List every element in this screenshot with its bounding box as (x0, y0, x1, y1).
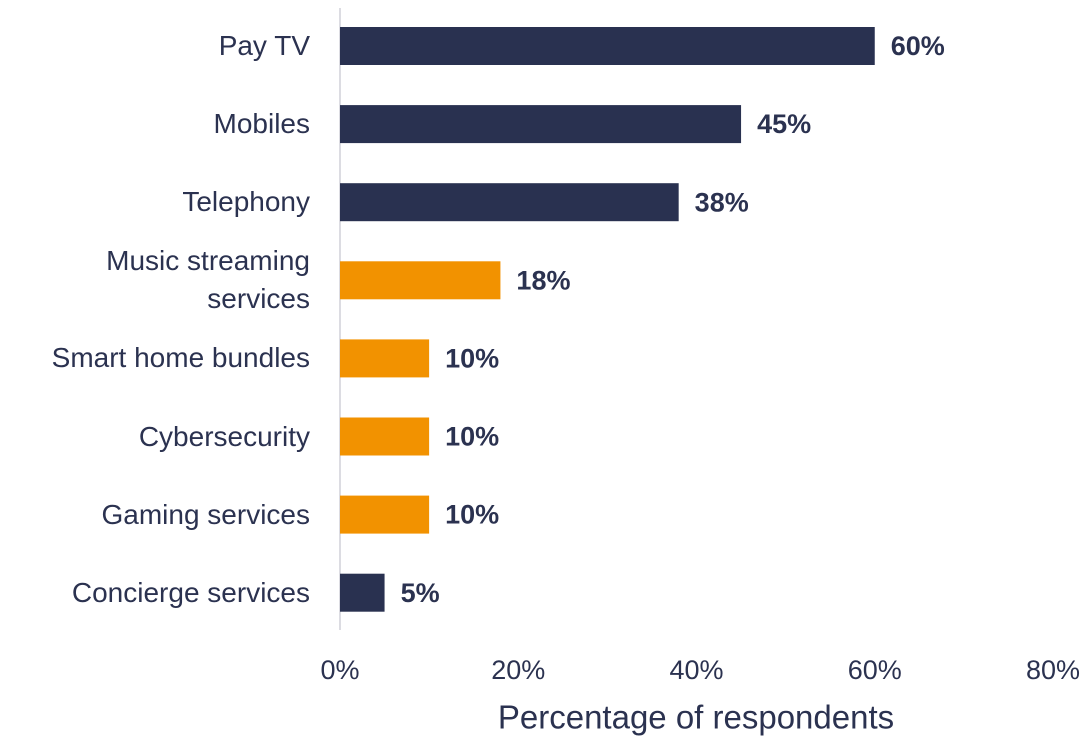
bar (340, 27, 875, 65)
category-label: Smart home bundles (51, 342, 310, 374)
bar (340, 573, 385, 612)
bar (340, 183, 679, 222)
x-axis-title: Percentage of respondents (498, 699, 894, 736)
x-tick-label: 0% (320, 655, 359, 685)
value-label: 5% (401, 578, 440, 608)
bar (340, 495, 430, 534)
category-label: Cybersecurity (138, 420, 310, 452)
value-label: 10% (445, 500, 499, 530)
category-label: Concierge services (71, 576, 310, 608)
category-label: Mobiles (213, 108, 310, 140)
bar (340, 261, 501, 300)
bar (340, 105, 742, 144)
x-tick-label: 40% (669, 655, 723, 685)
category-label: Telephony (182, 186, 310, 218)
value-label: 18% (516, 265, 570, 295)
bar (340, 339, 430, 378)
value-label: 38% (695, 187, 749, 217)
x-tick-label: 80% (1026, 655, 1080, 685)
value-label: 10% (445, 422, 499, 452)
x-tick-label: 20% (491, 655, 545, 685)
category-label: Pay TV (218, 30, 310, 61)
category-label: Music streaming services (106, 245, 310, 315)
x-tick-label: 60% (848, 655, 902, 685)
value-label: 45% (757, 109, 811, 139)
value-label: 60% (891, 31, 945, 61)
bar (340, 417, 430, 456)
category-label: Gaming services (101, 498, 310, 530)
value-label: 10% (445, 344, 499, 374)
